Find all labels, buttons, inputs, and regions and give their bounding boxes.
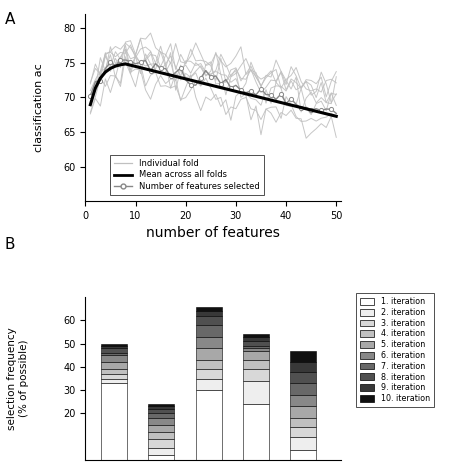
Bar [100, 379, 127, 383]
Bar [100, 374, 127, 379]
Y-axis label: classification ac: classification ac [35, 64, 45, 152]
Legend: 1. iteration, 2. iteration, 3. iteration, 4. iteration, 5. iteration, 6. iterati: 1. iteration, 2. iteration, 3. iteration… [356, 293, 434, 407]
Bar [195, 390, 221, 460]
Bar [243, 346, 269, 348]
Bar [243, 351, 269, 360]
Bar [195, 311, 221, 316]
Bar [195, 360, 221, 369]
Bar [290, 437, 316, 450]
Bar [243, 334, 269, 337]
Bar [243, 404, 269, 460]
Bar [243, 348, 269, 351]
Bar [195, 307, 221, 311]
Bar [148, 432, 174, 439]
Bar [100, 383, 127, 460]
Text: A: A [5, 12, 15, 27]
Bar [195, 348, 221, 360]
Bar [148, 455, 174, 460]
Bar [195, 379, 221, 390]
Bar [100, 346, 127, 348]
Bar [290, 406, 316, 418]
Bar [195, 325, 221, 337]
Bar [148, 448, 174, 455]
Bar [100, 362, 127, 369]
Text: B: B [5, 237, 15, 252]
Bar [290, 427, 316, 437]
Bar [148, 418, 174, 425]
Bar [148, 413, 174, 418]
Bar [290, 395, 316, 406]
Bar [100, 369, 127, 374]
Bar [148, 409, 174, 413]
X-axis label: number of features: number of features [146, 227, 280, 240]
Bar [290, 450, 316, 460]
Bar [100, 353, 127, 356]
Bar [290, 372, 316, 383]
Bar [100, 356, 127, 362]
Bar [290, 362, 316, 372]
Bar [148, 404, 174, 406]
Y-axis label: selection frequency
(% of possible): selection frequency (% of possible) [8, 327, 29, 430]
Bar [243, 341, 269, 346]
Bar [243, 381, 269, 404]
Bar [195, 369, 221, 379]
Bar [148, 439, 174, 448]
Bar [148, 406, 174, 409]
Bar [100, 344, 127, 346]
Bar [243, 337, 269, 341]
Bar [290, 351, 316, 362]
Bar [195, 316, 221, 325]
Bar [100, 348, 127, 353]
Bar [290, 383, 316, 395]
Bar [148, 425, 174, 432]
Bar [243, 369, 269, 381]
Legend: Individual fold, Mean across all folds, Number of features selected: Individual fold, Mean across all folds, … [110, 155, 264, 195]
Bar [243, 360, 269, 369]
Bar [290, 418, 316, 427]
Bar [195, 337, 221, 348]
